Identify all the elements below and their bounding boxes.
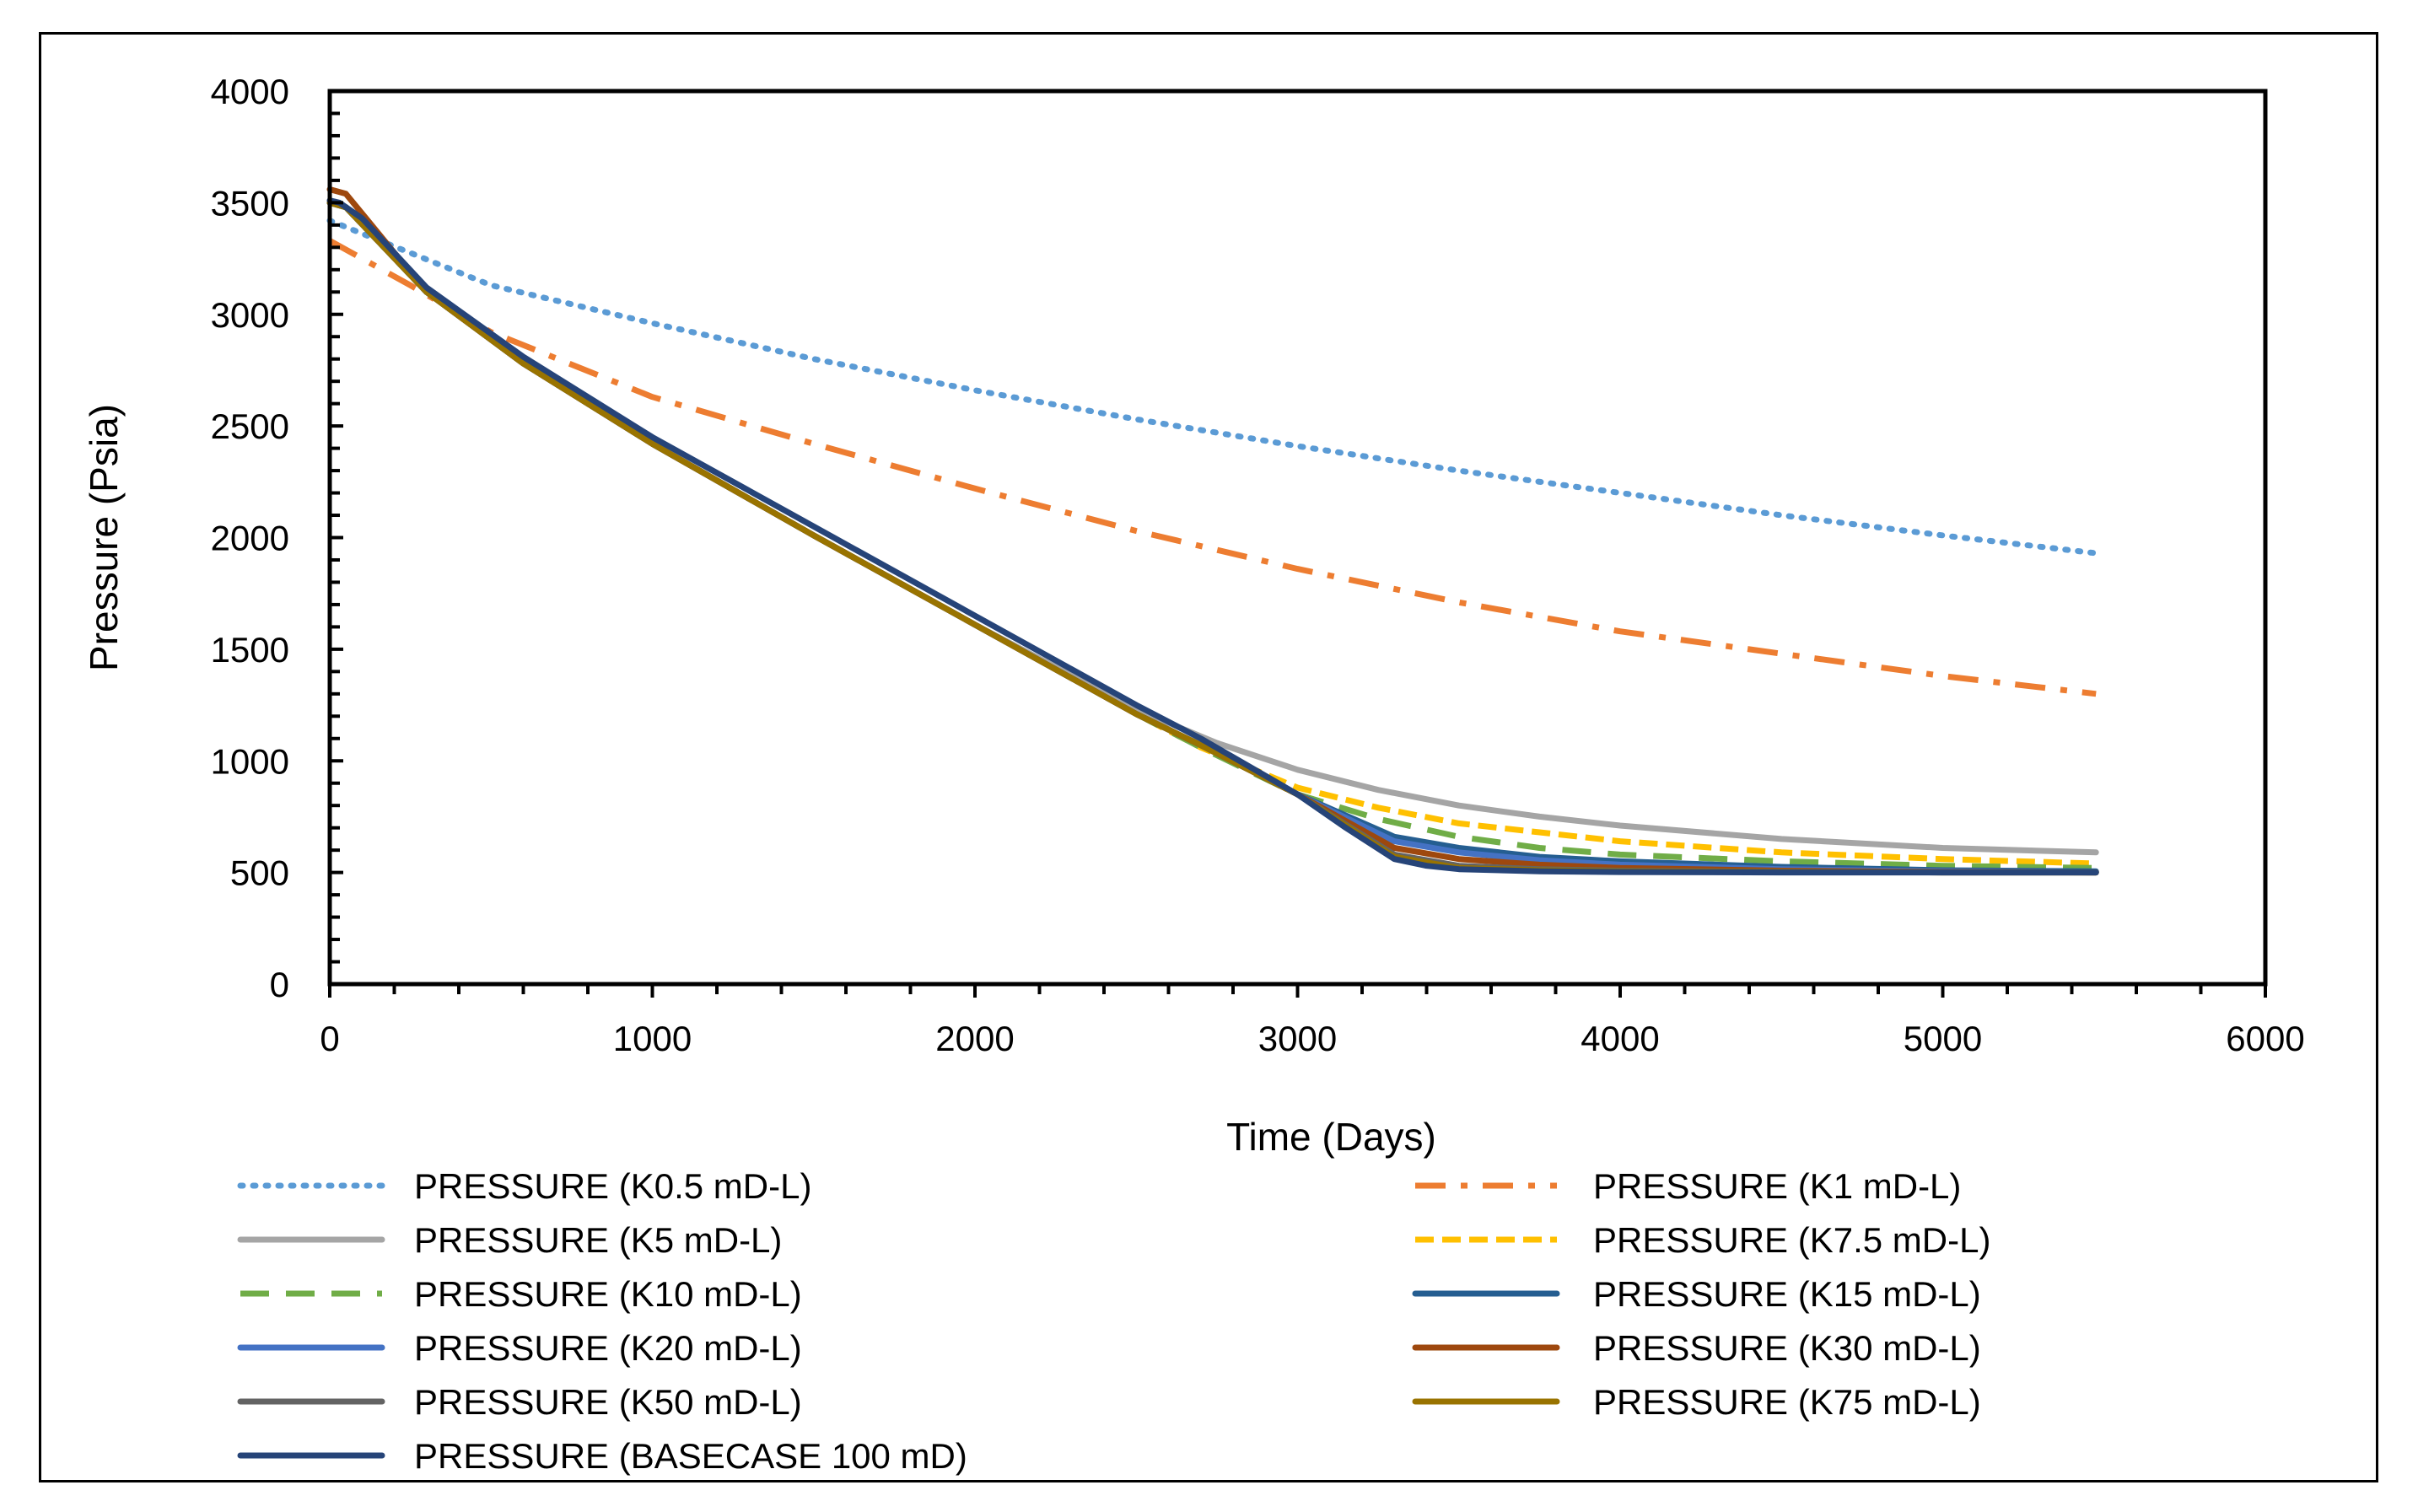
x-tick-label: 6000	[2226, 1019, 2304, 1058]
series-line-2	[326, 199, 2099, 856]
x-tick-label: 4000	[1581, 1019, 1659, 1058]
series-line-6	[326, 199, 2099, 876]
y-tick-label: 0	[270, 965, 289, 1004]
legend: PRESSURE (K0.5 mD-L) PRESSURE (K1 mD-L) PR…	[237, 1166, 1990, 1476]
y-tick-label: 2000	[211, 519, 289, 558]
x-tick-label: 0	[320, 1019, 339, 1058]
series-line-4	[329, 200, 2097, 871]
series-line-7	[326, 186, 2099, 876]
y-tick-label: 500	[230, 853, 289, 893]
x-axis-title: Time (Days)	[1226, 1115, 1436, 1159]
legend-label-6: PRESSURE (K20 mD-L)	[414, 1328, 802, 1368]
series-line-0	[326, 218, 2099, 557]
x-tick-label: 2000	[935, 1019, 1014, 1058]
y-tick-label: 1000	[211, 741, 289, 781]
legend-label-1: PRESSURE (K1 mD-L)	[1593, 1166, 1961, 1206]
x-tick-label: 3000	[1258, 1019, 1337, 1058]
legend-label-2: PRESSURE (K5 mD-L)	[414, 1220, 782, 1260]
series-line-10	[326, 197, 2099, 876]
series-line-9	[326, 199, 2099, 876]
legend-label-10: PRESSURE (BASECASE 100 mD)	[414, 1436, 967, 1476]
chart-frame: 0 1000 2000 3000 4000 5000 6000 0 500 1000 1500 200…	[39, 32, 2378, 1482]
legend-label-5: PRESSURE (K15 mD-L)	[1593, 1274, 1981, 1314]
legend-label-9: PRESSURE (K75 mD-L)	[1593, 1382, 1981, 1422]
x-tick-label: 5000	[1904, 1019, 1982, 1058]
legend-label-8: PRESSURE (K50 mD-L)	[414, 1382, 802, 1422]
axes-layer: 0 1000 2000 3000 4000 5000 6000 0 500 1000 1500 200…	[82, 72, 2305, 1159]
pressure-chart: 0 1000 2000 3000 4000 5000 6000 0 500 1000 1500 200…	[82, 72, 2305, 1476]
y-tick-label: 2500	[211, 406, 289, 446]
legend-label-3: PRESSURE (K7.5 mD-L)	[1593, 1220, 1990, 1260]
legend-label-0: PRESSURE (K0.5 mD-L)	[414, 1166, 811, 1206]
series-line-5	[326, 199, 2099, 874]
y-tick-label: 1500	[211, 630, 289, 670]
legend-label-4: PRESSURE (K10 mD-L)	[414, 1274, 802, 1314]
legend-label-7: PRESSURE (K30 mD-L)	[1593, 1328, 1981, 1368]
y-tick-label: 4000	[211, 72, 289, 111]
series-line-3	[329, 200, 2097, 867]
y-axis-title: Pressure (Psia)	[82, 404, 126, 671]
series-line-8	[326, 199, 2099, 876]
y-tick-label: 3500	[211, 183, 289, 223]
series-layer	[326, 186, 2099, 876]
x-tick-label: 1000	[613, 1019, 692, 1058]
y-tick-label: 3000	[211, 295, 289, 335]
